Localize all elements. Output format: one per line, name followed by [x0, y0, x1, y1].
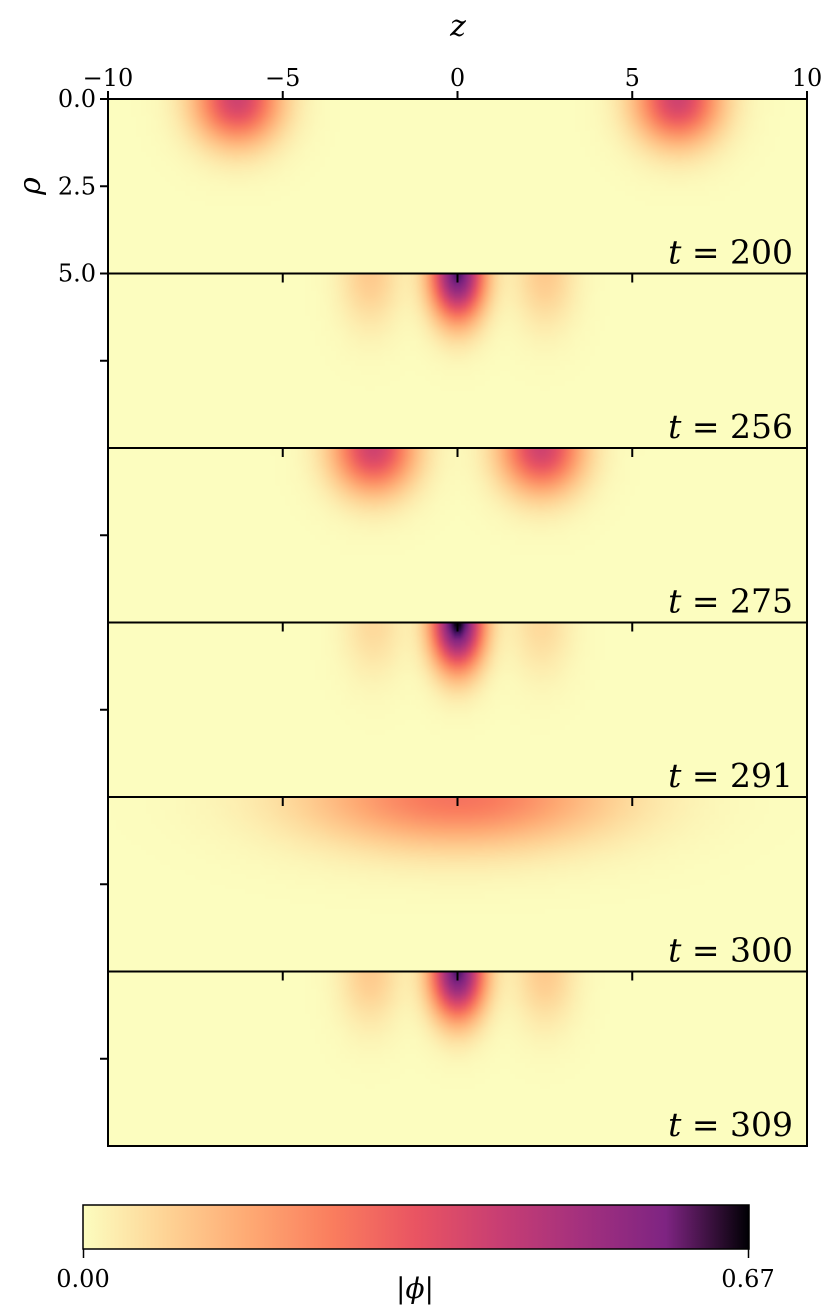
x-tick-label: 5 [625, 64, 640, 92]
heatmap-panel: t = 256 [100, 272, 808, 449]
panel-time-label: t = 275 [668, 582, 793, 621]
heatmap-image [108, 448, 807, 623]
heatmap-image [108, 99, 807, 274]
panel-time-label: t = 300 [668, 931, 793, 970]
heatmap-panel: t = 300 [100, 796, 808, 973]
heatmap-image [108, 273, 807, 448]
y-axis-title: ρ [13, 177, 48, 196]
colorbar-gradient [82, 1204, 750, 1250]
y-tick-label: 0.0 [58, 85, 96, 113]
colorbar-title: |ϕ| [396, 1272, 434, 1305]
x-tick-label: 10 [792, 64, 823, 92]
heatmap-panel: t = 291 [100, 621, 808, 798]
x-tick-labels: −10 −5 0 5 10 [83, 64, 823, 92]
heatmap-image [108, 971, 807, 1146]
panel-time-label: t = 200 [668, 233, 793, 272]
y-tick-labels: 0.0 2.5 5.0 [58, 85, 96, 288]
colorbar-min-label: 0.00 [56, 1265, 109, 1293]
heatmap-panel: t = 200 [100, 91, 808, 275]
x-tick-label: 0 [450, 64, 465, 92]
panel-time-label: t = 309 [668, 1105, 793, 1144]
heatmap-image [108, 622, 807, 797]
panel-time-label: t = 291 [668, 756, 793, 795]
x-tick-label: −10 [83, 64, 134, 92]
y-tick-label: 2.5 [58, 172, 96, 200]
x-axis-title: z [449, 9, 466, 44]
heatmap-image [108, 797, 807, 972]
colorbar: 0.00 0.67 |ϕ| [56, 1204, 775, 1305]
x-tick-label: −5 [265, 64, 300, 92]
colorbar-max-label: 0.67 [721, 1265, 774, 1293]
y-tick-label: 5.0 [58, 260, 96, 288]
panel-time-label: t = 256 [668, 407, 793, 446]
heatmap-panel: t = 275 [100, 447, 808, 624]
heatmap-panel: t = 309 [100, 970, 808, 1147]
heatmap-panels: t = 200 t = 256 t = 275 t = 291 t = 300 t = 3… [100, 91, 808, 1147]
